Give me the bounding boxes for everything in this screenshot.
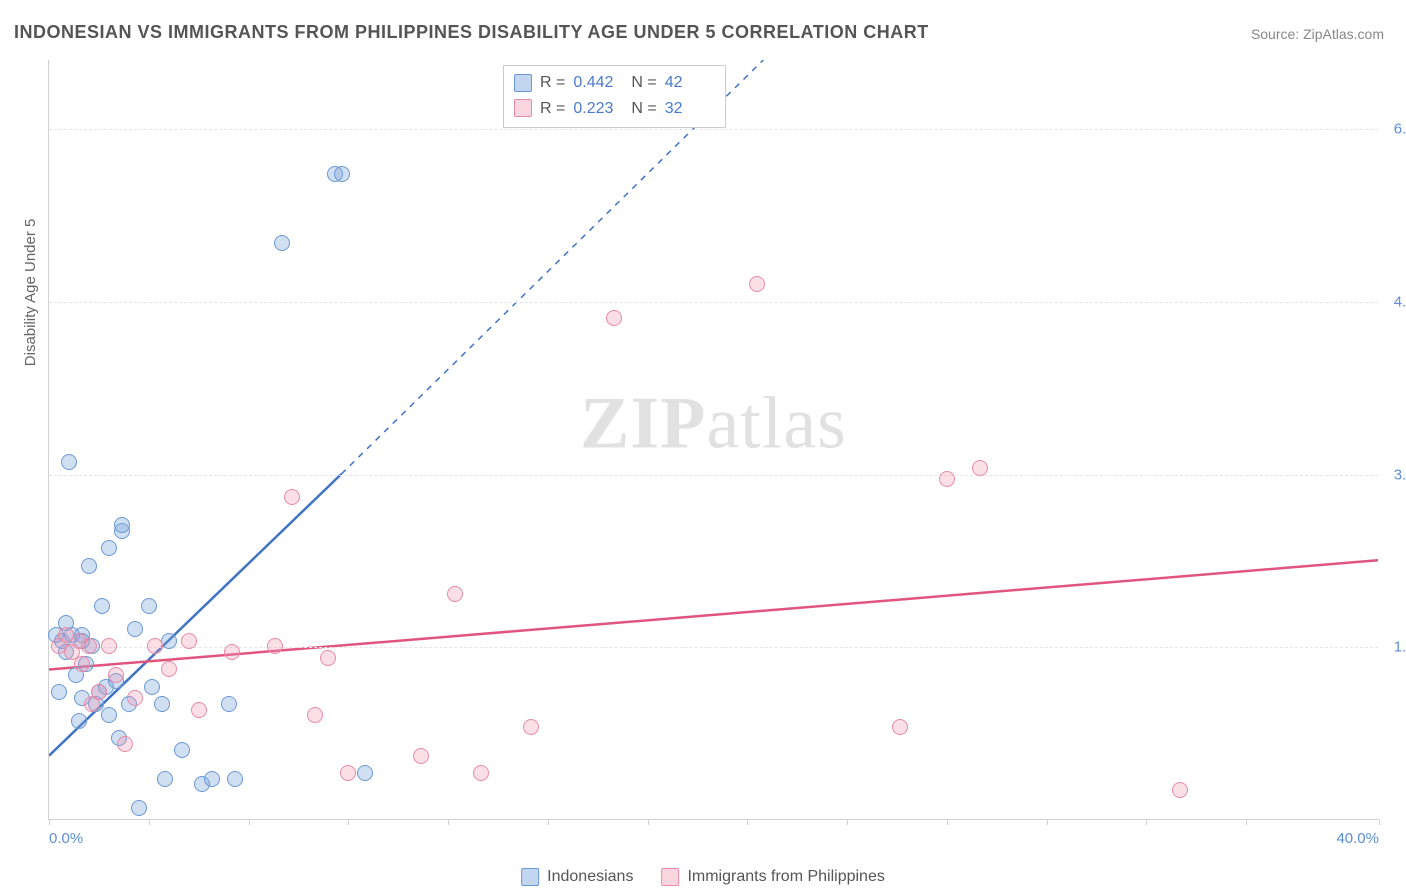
data-point-b <box>523 719 539 735</box>
stats-legend-box: R = 0.442 N = 42 R = 0.223 N = 32 <box>503 65 726 128</box>
data-point-a <box>274 235 290 251</box>
trend-line-b <box>49 560 1378 669</box>
data-point-b <box>117 736 133 752</box>
x-tick <box>947 819 948 825</box>
data-point-b <box>749 276 765 292</box>
data-point-a <box>51 684 67 700</box>
x-tick-label: 0.0% <box>49 830 83 847</box>
data-point-a <box>101 707 117 723</box>
swatch-icon <box>661 868 679 886</box>
watermark: ZIPatlas <box>580 382 847 467</box>
data-point-a <box>94 598 110 614</box>
data-point-b <box>413 748 429 764</box>
data-point-a <box>227 771 243 787</box>
data-point-a <box>131 800 147 816</box>
source-attribution: Source: ZipAtlas.com <box>1251 26 1384 42</box>
data-point-a <box>154 696 170 712</box>
data-point-b <box>606 310 622 326</box>
data-point-b <box>307 707 323 723</box>
data-point-b <box>101 638 117 654</box>
swatch-series-b <box>514 99 532 117</box>
data-point-a <box>357 765 373 781</box>
data-point-a <box>101 540 117 556</box>
data-point-b <box>284 489 300 505</box>
x-tick <box>847 819 848 825</box>
data-point-b <box>147 638 163 654</box>
x-tick <box>648 819 649 825</box>
legend-item-a: Indonesians <box>521 868 633 886</box>
x-tick <box>49 819 50 825</box>
x-tick <box>249 819 250 825</box>
x-tick-label: 40.0% <box>1336 830 1379 847</box>
source-link[interactable]: ZipAtlas.com <box>1303 26 1384 42</box>
data-point-a <box>127 621 143 637</box>
gridline <box>49 647 1378 648</box>
data-point-b <box>473 765 489 781</box>
swatch-icon <box>521 868 539 886</box>
data-point-b <box>181 633 197 649</box>
x-tick <box>149 819 150 825</box>
plot-area: ZIPatlas R = 0.442 N = 42 R = 0.223 N = … <box>48 60 1378 820</box>
y-tick-label: 3.0% <box>1384 466 1406 483</box>
data-point-b <box>1172 782 1188 798</box>
chart-title: INDONESIAN VS IMMIGRANTS FROM PHILIPPINE… <box>14 22 929 43</box>
data-point-b <box>127 690 143 706</box>
data-point-b <box>340 765 356 781</box>
data-point-b <box>892 719 908 735</box>
stats-row-b: R = 0.223 N = 32 <box>514 96 715 122</box>
data-point-b <box>108 667 124 683</box>
n-value-b: 32 <box>665 96 715 122</box>
correlation-chart: INDONESIAN VS IMMIGRANTS FROM PHILIPPINE… <box>0 0 1406 892</box>
series-legend: Indonesians Immigrants from Philippines <box>521 868 885 886</box>
y-tick-label: 1.5% <box>1384 639 1406 656</box>
x-tick <box>747 819 748 825</box>
swatch-series-a <box>514 74 532 92</box>
x-tick <box>448 819 449 825</box>
stats-row-a: R = 0.442 N = 42 <box>514 70 715 96</box>
y-tick-label: 6.0% <box>1384 121 1406 138</box>
data-point-a <box>221 696 237 712</box>
r-value-a: 0.442 <box>573 70 623 96</box>
data-point-b <box>91 684 107 700</box>
data-point-a <box>71 713 87 729</box>
n-value-a: 42 <box>665 70 715 96</box>
data-point-b <box>81 638 97 654</box>
x-tick <box>348 819 349 825</box>
data-point-b <box>74 656 90 672</box>
data-point-a <box>204 771 220 787</box>
x-tick <box>548 819 549 825</box>
x-tick <box>1146 819 1147 825</box>
data-point-a <box>144 679 160 695</box>
data-point-b <box>447 586 463 602</box>
data-point-b <box>267 638 283 654</box>
x-tick <box>1246 819 1247 825</box>
data-point-a <box>141 598 157 614</box>
y-axis-title: Disability Age Under 5 <box>22 219 39 367</box>
data-point-a <box>61 454 77 470</box>
legend-item-b: Immigrants from Philippines <box>661 868 884 886</box>
data-point-a <box>334 166 350 182</box>
y-tick-label: 4.5% <box>1384 293 1406 310</box>
data-point-b <box>320 650 336 666</box>
gridline <box>49 475 1378 476</box>
data-point-b <box>224 644 240 660</box>
data-point-b <box>191 702 207 718</box>
x-tick <box>1379 819 1380 825</box>
gridline <box>49 129 1378 130</box>
gridline <box>49 302 1378 303</box>
data-point-b <box>972 460 988 476</box>
trend-lines <box>49 60 1378 819</box>
x-tick <box>1047 819 1048 825</box>
data-point-a <box>81 558 97 574</box>
data-point-b <box>939 471 955 487</box>
r-value-b: 0.223 <box>573 96 623 122</box>
data-point-a <box>174 742 190 758</box>
data-point-a <box>114 517 130 533</box>
data-point-a <box>157 771 173 787</box>
data-point-b <box>161 661 177 677</box>
